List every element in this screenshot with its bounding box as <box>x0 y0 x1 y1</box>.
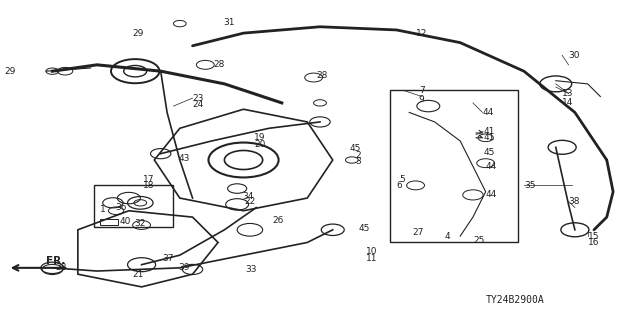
Text: 2: 2 <box>355 151 361 160</box>
Text: 16: 16 <box>588 238 599 247</box>
Text: 15: 15 <box>588 232 599 241</box>
Text: 12: 12 <box>415 28 427 38</box>
Text: 39: 39 <box>179 263 190 272</box>
Bar <box>94 185 173 227</box>
Text: 22: 22 <box>245 197 256 206</box>
Text: 28: 28 <box>213 60 225 69</box>
Text: 28: 28 <box>317 71 328 80</box>
Text: 1: 1 <box>100 205 106 214</box>
Text: 23: 23 <box>193 94 204 103</box>
Text: 38: 38 <box>568 197 580 206</box>
Text: 45: 45 <box>349 144 361 153</box>
Text: 20: 20 <box>254 140 266 148</box>
Bar <box>390 90 518 243</box>
Text: 29: 29 <box>132 28 143 38</box>
Text: 5: 5 <box>399 174 405 184</box>
Text: 43: 43 <box>179 154 190 163</box>
Text: 45: 45 <box>483 148 495 156</box>
Text: 21: 21 <box>132 270 143 279</box>
Text: 9: 9 <box>419 95 424 104</box>
Text: 36: 36 <box>115 203 126 212</box>
Text: TY24B2900A: TY24B2900A <box>486 295 545 305</box>
Text: 41: 41 <box>483 133 495 142</box>
Text: 29: 29 <box>4 67 16 76</box>
Text: 34: 34 <box>243 192 253 201</box>
Text: 11: 11 <box>366 254 378 263</box>
Text: 25: 25 <box>473 236 484 245</box>
Text: 24: 24 <box>193 100 204 109</box>
Text: 45: 45 <box>358 224 370 233</box>
Text: 19: 19 <box>254 133 266 142</box>
Text: 3: 3 <box>355 157 361 166</box>
Text: 41: 41 <box>483 127 495 136</box>
Text: 7: 7 <box>419 86 424 95</box>
Bar <box>100 219 118 225</box>
Text: 6: 6 <box>396 181 402 190</box>
Text: 31: 31 <box>223 18 235 27</box>
Text: 32: 32 <box>134 219 145 228</box>
Text: 28: 28 <box>56 263 67 272</box>
Text: 30: 30 <box>568 51 580 60</box>
Text: 44: 44 <box>486 162 497 171</box>
Text: 35: 35 <box>524 181 536 190</box>
Text: 10: 10 <box>366 247 378 257</box>
Text: 44: 44 <box>483 108 493 117</box>
Text: 13: 13 <box>562 89 573 98</box>
Text: 40: 40 <box>119 217 131 226</box>
Text: 44: 44 <box>486 190 497 199</box>
Text: 18: 18 <box>143 181 154 190</box>
Text: 33: 33 <box>246 265 257 274</box>
Text: 27: 27 <box>412 228 424 237</box>
Text: FR.: FR. <box>46 256 65 266</box>
Text: 4: 4 <box>444 232 450 241</box>
Text: 37: 37 <box>163 254 174 263</box>
Text: 26: 26 <box>272 216 284 225</box>
Text: 17: 17 <box>143 174 154 184</box>
Text: 14: 14 <box>562 99 573 108</box>
